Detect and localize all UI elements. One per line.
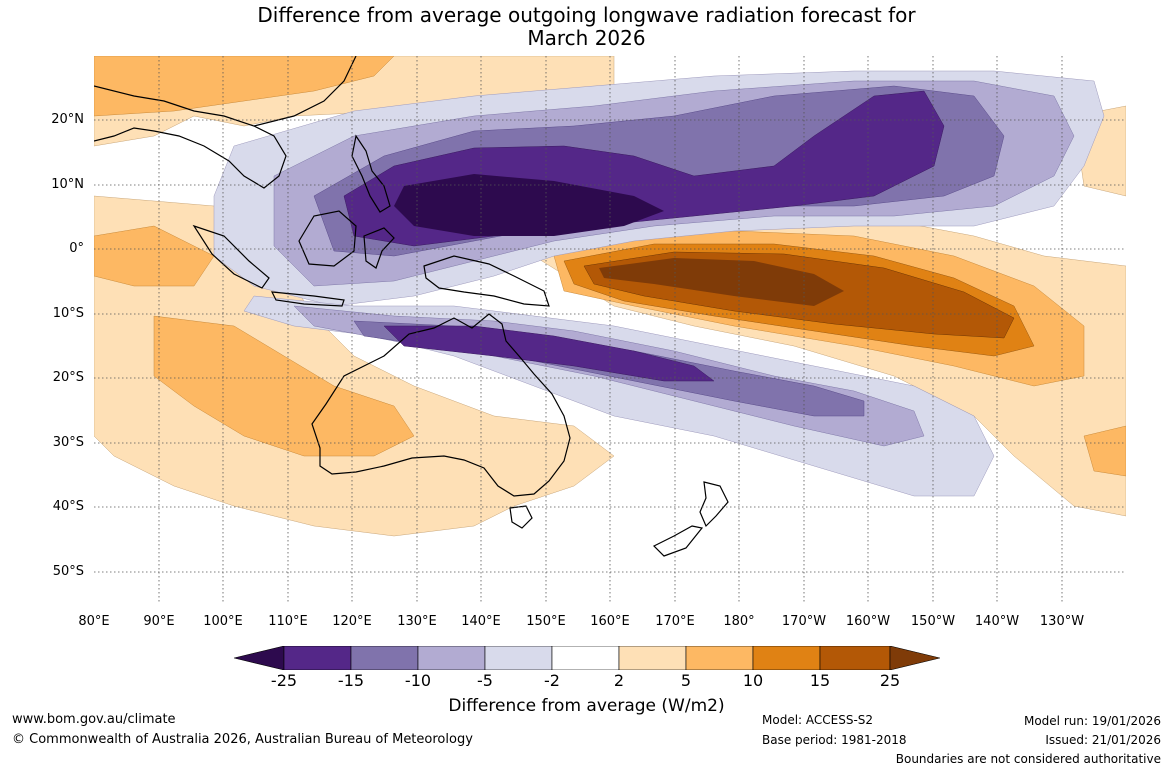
colorbar-tick-label: -10 bbox=[404, 671, 432, 690]
colorbar-tick-label: 2 bbox=[613, 671, 625, 690]
new-guinea-coastline bbox=[423, 255, 550, 307]
lon-label: 170°W bbox=[781, 614, 827, 629]
new-zealand-north-coastline bbox=[699, 481, 729, 528]
map-title-line2: March 2026 bbox=[527, 26, 646, 50]
lon-label: 120°E bbox=[332, 614, 372, 629]
lon-label: 140°E bbox=[461, 614, 501, 629]
coastlines bbox=[94, 56, 729, 557]
lat-label: 0° bbox=[69, 241, 84, 256]
footer-model: Model: ACCESS-S2 bbox=[762, 713, 874, 727]
olr-anomaly-map bbox=[94, 56, 1126, 604]
lon-label: 100°E bbox=[203, 614, 243, 629]
australia-coastline bbox=[311, 313, 571, 497]
sulawesi-coastline bbox=[363, 227, 395, 269]
colorbar-bin bbox=[618, 646, 687, 670]
colorbar-tick-label: 25 bbox=[879, 671, 901, 690]
lat-label: 50°S bbox=[52, 564, 84, 579]
colorbar-bin bbox=[417, 646, 486, 670]
footer-base-period: Base period: 1981-2018 bbox=[762, 733, 907, 747]
colorbar-tick-label: 5 bbox=[680, 671, 692, 690]
lon-label: 180° bbox=[723, 614, 755, 629]
lon-label: 170°E bbox=[655, 614, 695, 629]
colorbar-bin bbox=[283, 646, 352, 670]
footer-url[interactable]: www.bom.gov.au/climate bbox=[12, 712, 176, 727]
colorbar-extend-high bbox=[889, 646, 940, 670]
lon-label: 150°E bbox=[526, 614, 566, 629]
tasmania-coastline bbox=[509, 505, 533, 529]
anomaly-band-over-25 bbox=[599, 258, 844, 306]
footer-issued: Issued: 21/01/2026 bbox=[1045, 733, 1161, 747]
colorbar-bin bbox=[551, 646, 620, 670]
colorbar-tick-label: 15 bbox=[809, 671, 831, 690]
colorbar-tick-label: -2 bbox=[544, 671, 560, 690]
colorbar-tick-label: -5 bbox=[477, 671, 493, 690]
philippines-coastline bbox=[351, 134, 391, 213]
lat-label: 30°S bbox=[52, 435, 84, 450]
footer-model-run: Model run: 19/01/2026 bbox=[1023, 714, 1161, 728]
lat-label: 10°S bbox=[52, 306, 84, 321]
lon-label: 130°W bbox=[1039, 614, 1085, 629]
map-title: Difference from average outgoing longwav… bbox=[0, 4, 1173, 50]
map-title-line1: Difference from average outgoing longwav… bbox=[257, 3, 916, 27]
colorbar-tick-label: -25 bbox=[270, 671, 298, 690]
colorbar-bin bbox=[350, 646, 419, 670]
lat-label: 20°S bbox=[52, 370, 84, 385]
lon-label: 160°W bbox=[845, 614, 891, 629]
footer-copyright: © Commonwealth of Australia 2026, Austra… bbox=[12, 732, 473, 747]
east-asia-coastline bbox=[253, 56, 357, 127]
footer-disclaimer: Boundaries are not considered authoritat… bbox=[895, 752, 1161, 766]
lat-label: 40°S bbox=[52, 499, 84, 514]
colorbar-extend-low bbox=[234, 646, 285, 670]
lon-label: 150°W bbox=[910, 614, 956, 629]
colorbar-tick-label: -15 bbox=[337, 671, 365, 690]
colorbar-title: Difference from average (W/m2) bbox=[448, 696, 725, 716]
anomaly-band-below-minus25 bbox=[394, 174, 664, 236]
lat-label: 20°N bbox=[51, 112, 84, 127]
asia-coastline bbox=[94, 85, 287, 189]
java-coastline bbox=[270, 291, 345, 307]
graticule bbox=[94, 56, 1126, 604]
lon-label: 80°E bbox=[78, 614, 110, 629]
colorbar-bin bbox=[484, 646, 553, 670]
colorbar-tick-label: 10 bbox=[742, 671, 764, 690]
colorbar-bin bbox=[685, 646, 754, 670]
lon-label: 160°E bbox=[590, 614, 630, 629]
lat-label: 10°N bbox=[51, 177, 84, 192]
colorbar-bin bbox=[819, 646, 891, 670]
lon-label: 130°E bbox=[397, 614, 437, 629]
sumatra-coastline bbox=[192, 224, 270, 289]
colorbar-bin bbox=[752, 646, 821, 670]
borneo-coastline bbox=[298, 210, 357, 267]
lon-label: 110°E bbox=[268, 614, 308, 629]
lon-label: 90°E bbox=[143, 614, 175, 629]
lon-label: 140°W bbox=[974, 614, 1020, 629]
colorbar bbox=[234, 646, 940, 670]
new-zealand-south-coastline bbox=[652, 525, 704, 557]
